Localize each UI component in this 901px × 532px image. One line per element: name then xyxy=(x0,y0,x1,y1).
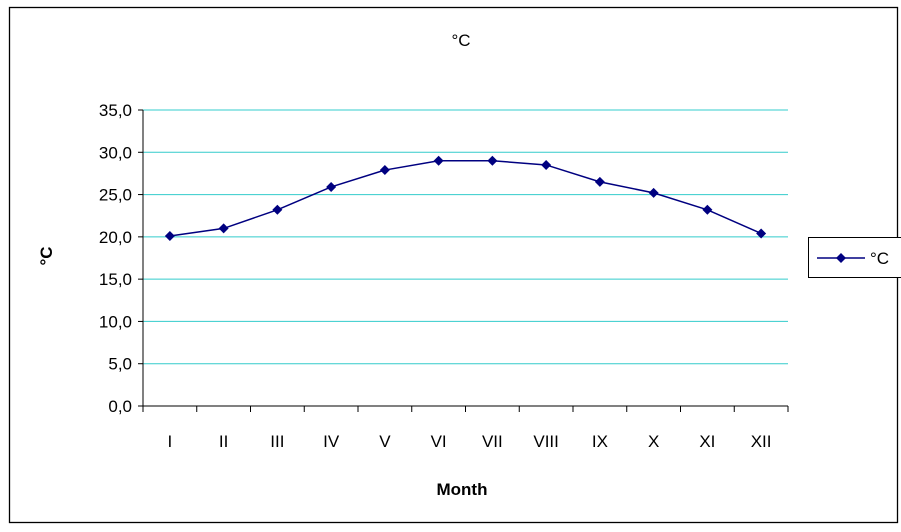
x-tick-label: VIII xyxy=(533,432,559,451)
x-tick-label: I xyxy=(168,432,173,451)
x-tick-label: VI xyxy=(431,432,447,451)
x-tick-label: VII xyxy=(482,432,503,451)
x-tick-label: V xyxy=(379,432,391,451)
x-tick-label: X xyxy=(648,432,659,451)
y-tick-label: 0,0 xyxy=(108,397,132,416)
legend-label: °C xyxy=(870,249,889,268)
y-tick-label: 30,0 xyxy=(99,143,132,162)
y-axis-label: °C xyxy=(37,246,56,265)
y-tick-label: 35,0 xyxy=(99,101,132,120)
legend: °C xyxy=(809,238,901,278)
x-tick-label: III xyxy=(270,432,284,451)
x-tick-label: II xyxy=(219,432,228,451)
y-tick-label: 25,0 xyxy=(99,186,132,205)
x-axis-label: Month xyxy=(437,480,488,499)
chart-title: °C xyxy=(451,31,470,50)
x-tick-label: XI xyxy=(699,432,715,451)
x-tick-label: XII xyxy=(751,432,772,451)
y-tick-label: 15,0 xyxy=(99,270,132,289)
y-tick-label: 10,0 xyxy=(99,312,132,331)
y-tick-label: 5,0 xyxy=(108,355,132,374)
x-tick-label: IV xyxy=(323,432,340,451)
x-tick-label: IX xyxy=(592,432,608,451)
y-tick-label: 20,0 xyxy=(99,228,132,247)
